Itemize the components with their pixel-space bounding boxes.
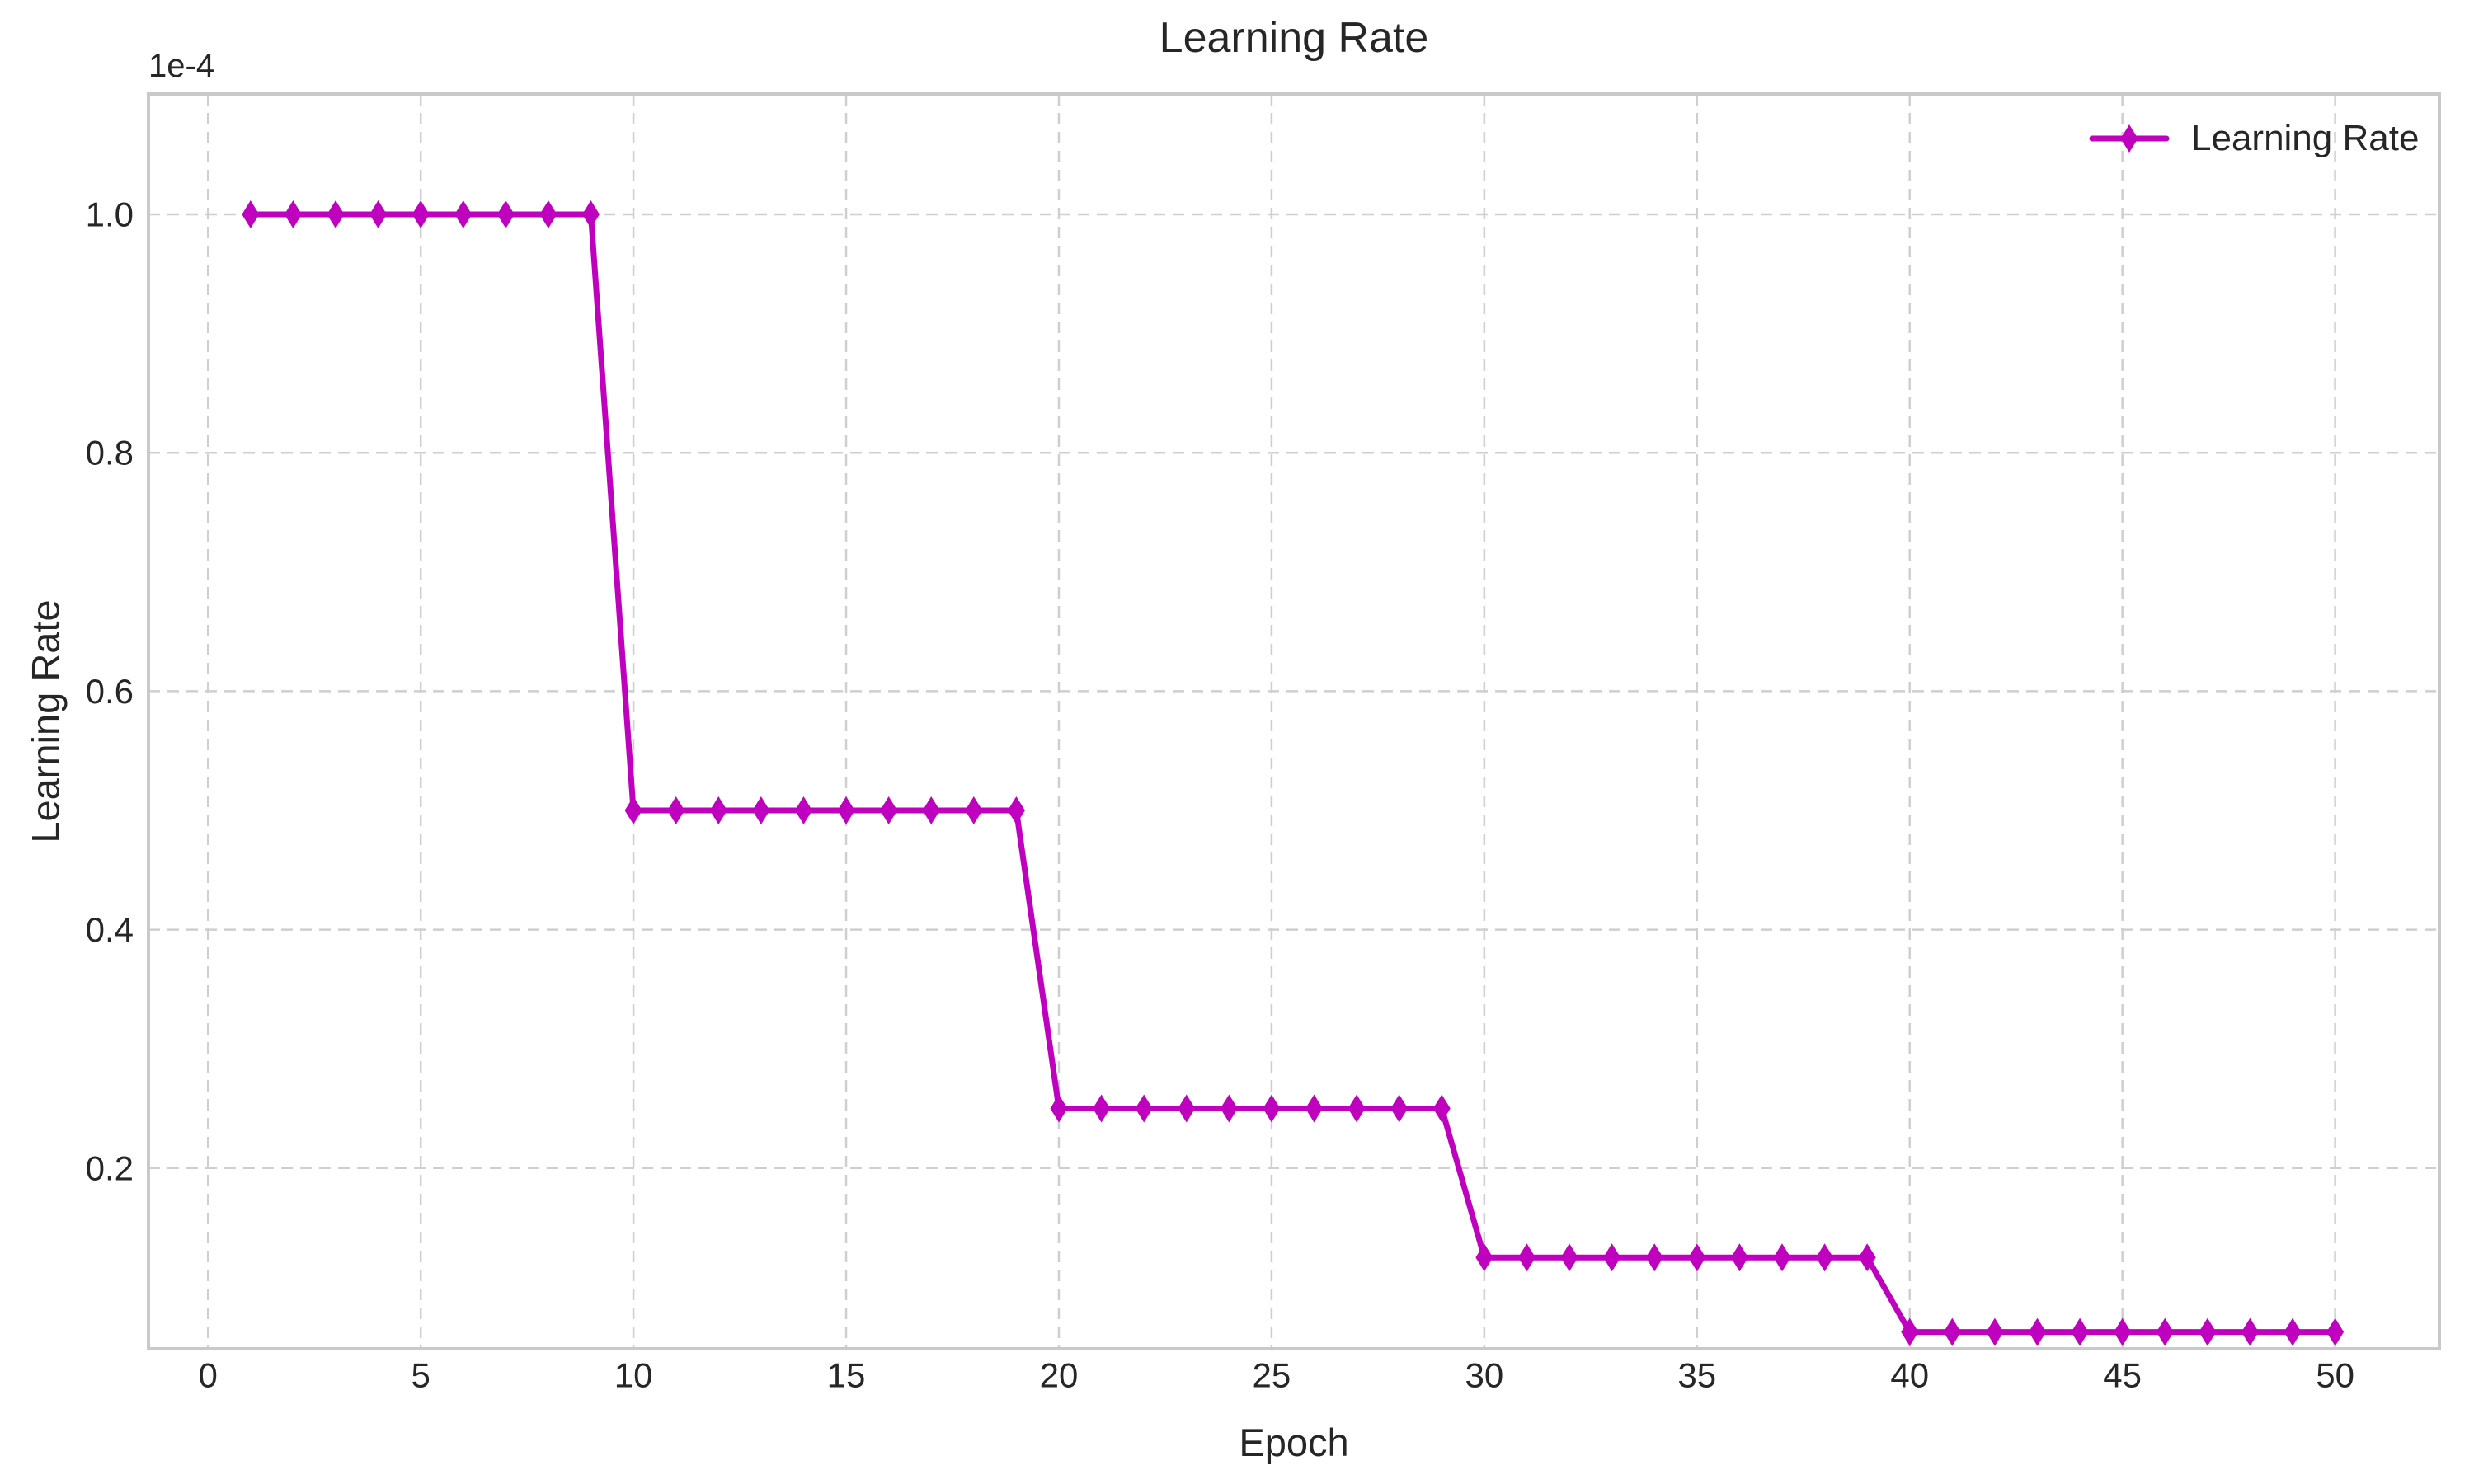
data-point-marker	[709, 796, 727, 825]
x-tick-label: 20	[1040, 1355, 1079, 1394]
data-point-marker	[242, 200, 260, 229]
data-point-marker	[667, 796, 685, 825]
data-point-marker	[1943, 1317, 1961, 1346]
data-point-marker	[2071, 1317, 2089, 1346]
y-axis-label: Learning Rate	[23, 599, 68, 843]
data-point-marker	[369, 200, 388, 229]
data-point-marker	[1603, 1243, 1621, 1272]
x-tick-label: 10	[614, 1355, 653, 1394]
x-axis-label: Epoch	[1239, 1421, 1349, 1464]
data-point-marker	[1858, 1243, 1876, 1272]
x-tick-label: 25	[1253, 1355, 1291, 1394]
x-tick-label: 30	[1465, 1355, 1503, 1394]
data-point-marker	[1475, 1243, 1493, 1272]
data-point-marker	[1688, 1243, 1706, 1272]
x-tick-label: 15	[827, 1355, 866, 1394]
data-point-marker	[284, 200, 302, 229]
data-point-marker	[1305, 1094, 1324, 1123]
y-tick-label: 1.0	[86, 195, 134, 234]
data-point-marker	[496, 200, 515, 229]
y-axis-offset-text: 1e-4	[148, 48, 215, 84]
legend-line-marker-icon	[2089, 124, 2170, 153]
y-tick-label: 0.2	[86, 1148, 134, 1187]
axes-spines	[147, 92, 2441, 1350]
y-tick-label: 0.4	[86, 910, 134, 949]
chart-title: Learning Rate	[1159, 14, 1429, 62]
data-point-marker	[539, 200, 557, 229]
x-tick-label: 5	[411, 1355, 430, 1394]
data-point-marker	[1432, 1094, 1451, 1123]
x-tick-label: 35	[1677, 1355, 1716, 1394]
data-point-marker	[2028, 1317, 2046, 1346]
data-point-marker	[454, 200, 473, 229]
data-point-marker	[2199, 1317, 2217, 1346]
data-point-marker	[794, 796, 812, 825]
data-point-marker	[1773, 1243, 1791, 1272]
data-point-marker	[1135, 1094, 1153, 1123]
legend-label: Learning Rate	[2191, 118, 2420, 158]
data-point-marker	[1093, 1094, 1111, 1123]
x-tick-label: 45	[2103, 1355, 2142, 1394]
series-line	[247, 211, 2339, 1336]
data-point-marker	[1348, 1094, 1366, 1123]
y-tick-label: 0.8	[86, 434, 134, 472]
data-point-marker	[1986, 1317, 2004, 1346]
data-point-marker	[327, 200, 345, 229]
data-point-marker	[1220, 1094, 1238, 1123]
data-point-marker	[1178, 1094, 1196, 1123]
data-point-marker	[2326, 1317, 2345, 1346]
data-point-marker	[1816, 1243, 1834, 1272]
data-point-marker	[2156, 1317, 2174, 1346]
data-point-marker	[1263, 1094, 1281, 1123]
data-point-marker	[880, 796, 898, 825]
data-point-marker	[412, 200, 430, 229]
data-point-marker	[1560, 1243, 1578, 1272]
data-point-marker	[752, 796, 770, 825]
y-tick-label: 0.6	[86, 672, 134, 711]
data-point-marker	[1050, 1094, 1068, 1123]
x-tick-label: 40	[1890, 1355, 1929, 1394]
data-point-marker	[1645, 1243, 1663, 1272]
x-tick-label: 0	[199, 1355, 218, 1394]
legend: Learning Rate	[2089, 119, 2419, 158]
data-point-marker	[1517, 1243, 1536, 1272]
data-point-marker	[2114, 1317, 2132, 1346]
x-tick-label: 50	[2316, 1355, 2354, 1394]
data-point-marker	[1901, 1317, 1919, 1346]
data-point-marker	[1730, 1243, 1748, 1272]
data-point-marker	[2241, 1317, 2259, 1346]
data-point-marker	[624, 796, 642, 825]
data-point-marker	[1007, 796, 1025, 825]
data-point-marker	[837, 796, 855, 825]
data-point-marker	[582, 200, 600, 229]
data-point-marker	[922, 796, 940, 825]
data-point-marker	[2284, 1317, 2302, 1346]
data-point-marker	[1390, 1094, 1409, 1123]
data-point-marker	[965, 796, 983, 825]
